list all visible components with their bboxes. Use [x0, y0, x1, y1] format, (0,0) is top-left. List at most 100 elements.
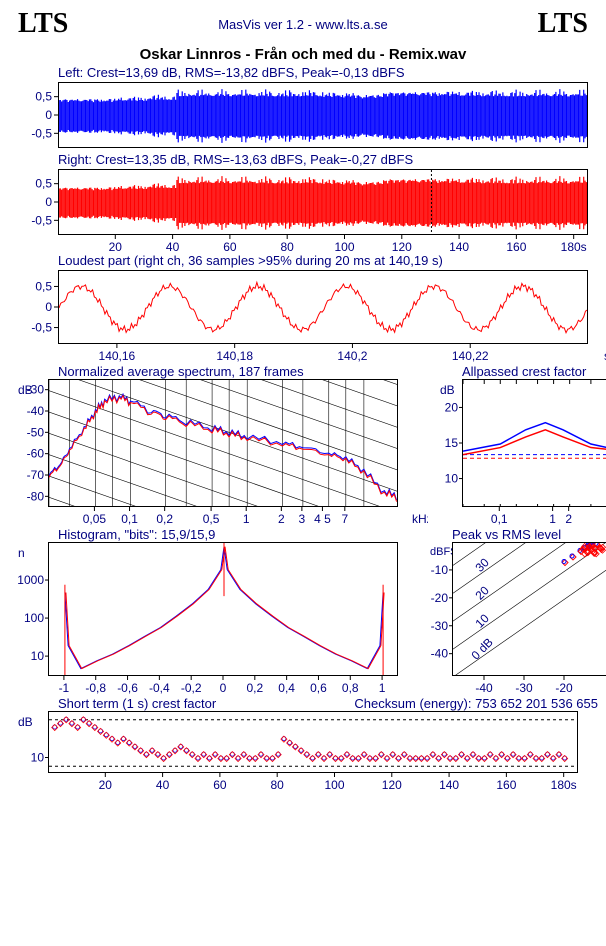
- spectrum-plot: [48, 379, 398, 507]
- svg-text:0,5: 0,5: [35, 177, 52, 191]
- svg-text:180s: 180s: [551, 778, 577, 791]
- histogram-block: Histogram, "bits": 15,9/15,9 n 101001000…: [18, 527, 418, 694]
- svg-text:-60: -60: [27, 447, 45, 461]
- svg-text:kHz: kHz: [412, 512, 428, 525]
- svg-text:-0,8: -0,8: [85, 681, 106, 694]
- svg-text:140,16: 140,16: [99, 349, 136, 362]
- svg-text:-30: -30: [515, 681, 533, 694]
- svg-text:60: 60: [213, 778, 227, 791]
- svg-text:-1: -1: [59, 681, 70, 694]
- crest-plot: 10 20406080100120140160180s: [48, 711, 588, 791]
- allpassed-label: Allpassed crest factor: [462, 364, 606, 379]
- allpassed-plot: [462, 379, 606, 507]
- svg-text:180s: 180s: [561, 240, 587, 253]
- svg-text:0,2: 0,2: [246, 681, 263, 694]
- svg-text:2: 2: [565, 512, 572, 525]
- header: LTS MasVis ver 1.2 - www.lts.a.se LTS: [18, 8, 588, 40]
- svg-text:100: 100: [334, 240, 354, 253]
- svg-text:0: 0: [45, 300, 52, 314]
- spectrum-block: Normalized average spectrum, 187 frames …: [18, 364, 428, 525]
- svg-text:-0,4: -0,4: [149, 681, 170, 694]
- svg-text:20: 20: [472, 583, 492, 603]
- right-wave-label: Right: Crest=13,35 dB, RMS=-13,63 dBFS, …: [58, 152, 588, 167]
- svg-text:1000: 1000: [17, 573, 44, 587]
- svg-text:40: 40: [156, 778, 170, 791]
- svg-text:0,5: 0,5: [35, 90, 52, 104]
- svg-text:-10: -10: [431, 563, 449, 577]
- logo-left: LTS: [18, 8, 68, 40]
- svg-text:140: 140: [449, 240, 469, 253]
- svg-text:140: 140: [439, 778, 459, 791]
- svg-text:-0,5: -0,5: [31, 321, 52, 335]
- loudest-plot: -0,500,5 140,16140,18140,2140,22s: [58, 270, 588, 362]
- svg-text:-30: -30: [27, 383, 45, 397]
- svg-text:-40: -40: [431, 647, 449, 661]
- checksum-line: Checksum (energy): 753 652 201 536 655: [354, 696, 598, 711]
- svg-text:20: 20: [445, 400, 459, 414]
- logo-right: LTS: [538, 8, 588, 40]
- right-wave-plot: -0,500,5 20406080100120140160180s: [58, 169, 588, 253]
- svg-text:4 5: 4 5: [314, 512, 331, 525]
- checksum-value: 753 652 201 536 655: [475, 696, 598, 711]
- svg-text:0,5: 0,5: [35, 279, 52, 293]
- svg-text:40: 40: [166, 240, 180, 253]
- peak-rms-plot: 0 dB 10 20 30 40: [452, 542, 606, 676]
- file-title: Oskar Linnros - Från och med du - Remix.…: [18, 46, 588, 63]
- svg-text:0,1: 0,1: [121, 512, 138, 525]
- allpassed-block: Allpassed crest factor dB 101520 0,112kH…: [440, 364, 606, 525]
- svg-text:-30: -30: [431, 619, 449, 633]
- histogram-label: Histogram, "bits": 15,9/15,9: [58, 527, 418, 542]
- svg-text:0 dB: 0 dB: [468, 635, 495, 662]
- svg-text:3: 3: [299, 512, 306, 525]
- peak-rms-block: Peak vs RMS level dBFS -10-20-30-400 dB1…: [430, 527, 606, 694]
- svg-text:-40: -40: [27, 404, 45, 418]
- spectrum-label: Normalized average spectrum, 187 frames: [58, 364, 428, 379]
- svg-text:140,22: 140,22: [452, 349, 489, 362]
- svg-text:0,5: 0,5: [203, 512, 220, 525]
- crest-label: Short term (1 s) crest factor: [58, 696, 216, 711]
- svg-text:140,2: 140,2: [337, 349, 367, 362]
- svg-text:0,8: 0,8: [342, 681, 359, 694]
- svg-text:0,6: 0,6: [310, 681, 327, 694]
- svg-text:1: 1: [243, 512, 250, 525]
- svg-text:80: 80: [271, 778, 285, 791]
- svg-text:-20: -20: [431, 591, 449, 605]
- svg-text:10: 10: [31, 649, 45, 663]
- svg-text:0,4: 0,4: [278, 681, 295, 694]
- histogram-plot: [48, 542, 398, 676]
- svg-text:-0,5: -0,5: [31, 213, 52, 227]
- svg-text:20: 20: [109, 240, 123, 253]
- svg-text:-50: -50: [27, 425, 45, 439]
- svg-text:-0,5: -0,5: [31, 126, 52, 140]
- svg-text:120: 120: [392, 240, 412, 253]
- svg-text:0: 0: [220, 681, 227, 694]
- svg-text:0: 0: [45, 195, 52, 209]
- svg-text:40: 40: [472, 542, 492, 547]
- svg-text:0,1: 0,1: [491, 512, 508, 525]
- svg-text:-0,2: -0,2: [181, 681, 202, 694]
- svg-text:-80: -80: [27, 489, 45, 503]
- left-wave-plot: -0,500,5: [58, 82, 588, 148]
- svg-text:7: 7: [341, 512, 348, 525]
- svg-text:-20: -20: [555, 681, 573, 694]
- svg-text:10: 10: [445, 472, 459, 486]
- svg-text:10: 10: [472, 611, 492, 631]
- svg-text:20: 20: [99, 778, 113, 791]
- svg-text:60: 60: [223, 240, 237, 253]
- svg-text:2: 2: [278, 512, 285, 525]
- svg-text:1: 1: [549, 512, 556, 525]
- svg-text:10: 10: [31, 751, 45, 765]
- svg-text:15: 15: [445, 436, 459, 450]
- svg-text:100: 100: [24, 611, 44, 625]
- peak-rms-label: Peak vs RMS level: [452, 527, 606, 542]
- svg-text:30: 30: [472, 555, 492, 575]
- svg-text:-70: -70: [27, 468, 45, 482]
- left-wave-label: Left: Crest=13,69 dB, RMS=-13,82 dBFS, P…: [58, 65, 588, 80]
- svg-text:160: 160: [506, 240, 526, 253]
- svg-text:-40: -40: [475, 681, 493, 694]
- loudest-label: Loudest part (right ch, 36 samples >95% …: [58, 253, 588, 268]
- svg-text:-0,6: -0,6: [117, 681, 138, 694]
- svg-text:140,18: 140,18: [216, 349, 253, 362]
- svg-text:1: 1: [379, 681, 386, 694]
- version-text: MasVis ver 1.2 - www.lts.a.se: [218, 17, 388, 32]
